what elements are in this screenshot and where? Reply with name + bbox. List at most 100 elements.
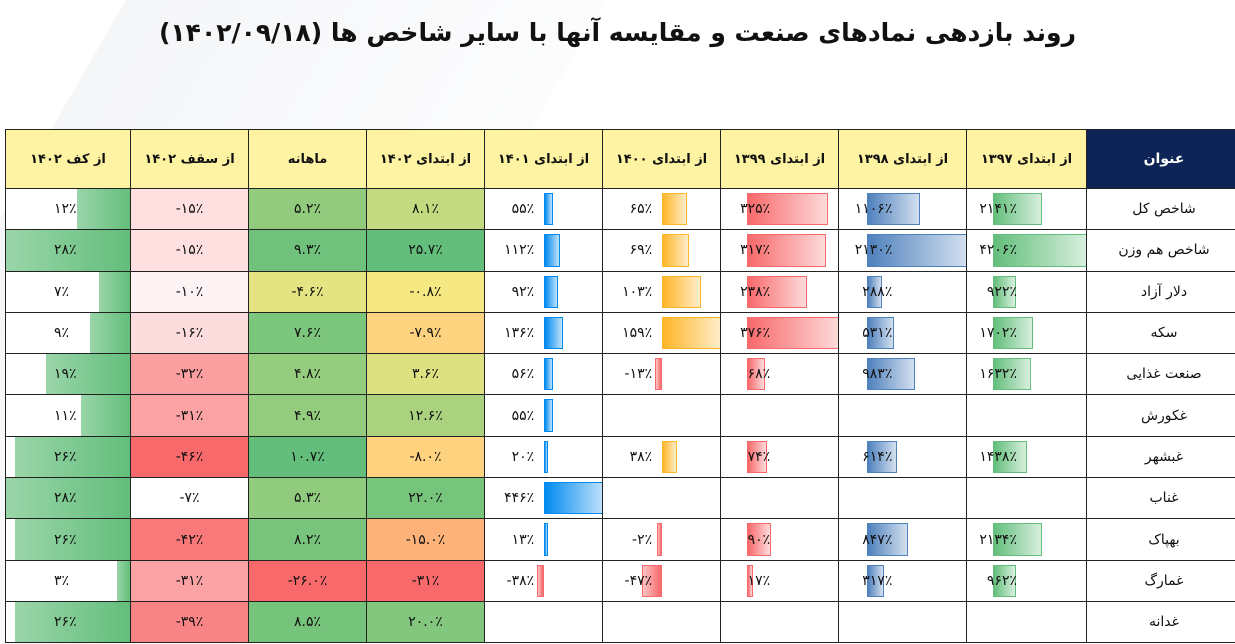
cell-y1399: ۳۱۷٪ [721,230,838,271]
cell-y1399: ۶۸٪ [721,354,838,395]
cell-value: -۳۱٪ [411,572,440,589]
data-bar [746,234,826,267]
cell-y1400: -۱۳٪ [603,354,720,395]
column-header-y1398: از ابتدای ۱۳۹۸ [839,130,966,188]
cell-value: ۲۱۳۴٪ [979,531,1017,548]
cell-value: ۳٪ [54,572,70,589]
data-bar [99,271,130,312]
cell-y1401: ۵۵٪ [485,395,602,436]
cell-saqf: -۱۶٪ [131,312,248,354]
column-header-mah: ماهانه [249,130,366,188]
data-bar [866,316,894,350]
data-bar [76,189,130,230]
cell-value: ۲۶٪ [54,614,77,631]
data-bar [993,234,1086,267]
cell-value: ۹۶۲٪ [986,572,1017,589]
row-label: غکورش [1087,395,1235,436]
data-bar [993,193,1043,226]
row-label: شاخص هم وزن [1087,230,1235,271]
cell-y1402: ۳.۶٪ [367,354,484,395]
cell-y1402: -۸.۰٪ [367,436,484,478]
cell-value: ۶۵٪ [629,201,653,218]
cell-kaf: ۲۶٪ [6,519,130,560]
cell-kaf: ۲۶٪ [6,436,130,478]
cell-kaf: ۲۸٪ [6,478,130,519]
returns-table: از کف ۱۴۰۲ از سقف ۱۴۰۲ ماهانه از ابتدای ۱۴۰… [5,129,1235,644]
cell-value: ۸۴۷٪ [862,531,893,548]
cell-y1402: -۱۵.۰٪ [367,519,484,560]
data-bar [746,193,828,226]
data-bar [90,312,130,354]
data-bar [746,275,807,308]
data-bar [993,358,1032,391]
row-label: غبشهر [1087,436,1235,478]
cell-value: ۵۵٪ [511,201,535,218]
cell-saqf: -۴۲٪ [131,519,248,560]
cell-mah: ۸.۵٪ [249,601,366,643]
data-bar [866,275,883,308]
data-bar [866,440,898,474]
cell-value: -۱۶٪ [175,325,204,342]
data-bar [543,316,564,350]
data-bar [543,358,553,391]
cell-y1399 [721,601,838,643]
cell-value: ۶۹٪ [629,242,653,259]
cell-kaf: ۷٪ [6,271,130,312]
cell-value: ۴.۸٪ [293,366,321,383]
cell-value: ۱۳٪ [511,531,535,548]
data-bar [661,316,720,350]
cell-y1398: ۳۱۷٪ [839,560,966,601]
cell-y1402: ۱۲.۶٪ [367,395,484,436]
cell-y1401: ۱۱۲٪ [485,230,602,271]
cell-y1397: ۲۱۴۱٪ [967,189,1086,230]
cell-value: -۳۱٪ [175,572,204,589]
cell-value: ۲۸٪ [54,490,77,507]
cell-y1399: ۱۷٪ [721,560,838,601]
cell-mah: ۹.۳٪ [249,230,366,271]
cell-value: ۲۳۸٪ [740,283,771,300]
row-label: سکه [1087,312,1235,354]
cell-y1401: ۵۵٪ [485,189,602,230]
cell-y1397 [967,601,1086,643]
cell-value: ۹۰٪ [747,531,771,548]
cell-value: ۹۲۲٪ [986,283,1017,300]
data-bar [661,234,689,267]
column-header-kaf: از کف ۱۴۰۲ [6,130,130,188]
cell-y1401: ۴۴۶٪ [485,478,602,519]
data-bar [746,564,753,597]
cell-value: -۷٪ [179,490,200,507]
cell-y1397: ۱۷۰۲٪ [967,312,1086,354]
cell-y1400 [603,395,720,436]
column-header-y1401: از ابتدای ۱۴۰۱ [485,130,602,188]
cell-value: ۶۸٪ [747,366,771,383]
cell-mah: ۱۰.۷٪ [249,436,366,478]
data-bar [543,399,553,432]
data-bar [657,523,662,556]
column-header-y1397: از ابتدای ۱۳۹۷ [967,130,1086,188]
row-label: غناب [1087,478,1235,519]
data-bar [81,395,130,436]
cell-value: ۵۶٪ [511,366,535,383]
row-label: شاخص کل [1087,189,1235,230]
cell-value: ۳۱۷٪ [740,242,771,259]
data-bar [6,478,130,519]
cell-y1401 [485,601,602,643]
cell-value: ۳.۶٪ [411,366,439,383]
cell-y1401: ۹۲٪ [485,271,602,312]
cell-value: ۴.۹٪ [293,407,321,424]
cell-mah: -۴.۶٪ [249,271,366,312]
column-header-y1402: از ابتدای ۱۴۰۲ [367,130,484,188]
cell-y1397: ۹۶۲٪ [967,560,1086,601]
data-bar [6,230,130,271]
data-bar [654,358,662,391]
cell-y1397: ۱۴۳۸٪ [967,436,1086,478]
cell-y1398 [839,395,966,436]
cell-y1399: ۳۷۶٪ [721,312,838,354]
data-bar [642,564,662,597]
cell-value: ۴۴۶٪ [504,490,535,507]
data-bar [543,440,549,474]
cell-value: ۲۸۸٪ [862,283,893,300]
cell-mah: ۸.۲٪ [249,519,366,560]
cell-y1399: ۳۲۵٪ [721,189,838,230]
cell-kaf: ۱۱٪ [6,395,130,436]
